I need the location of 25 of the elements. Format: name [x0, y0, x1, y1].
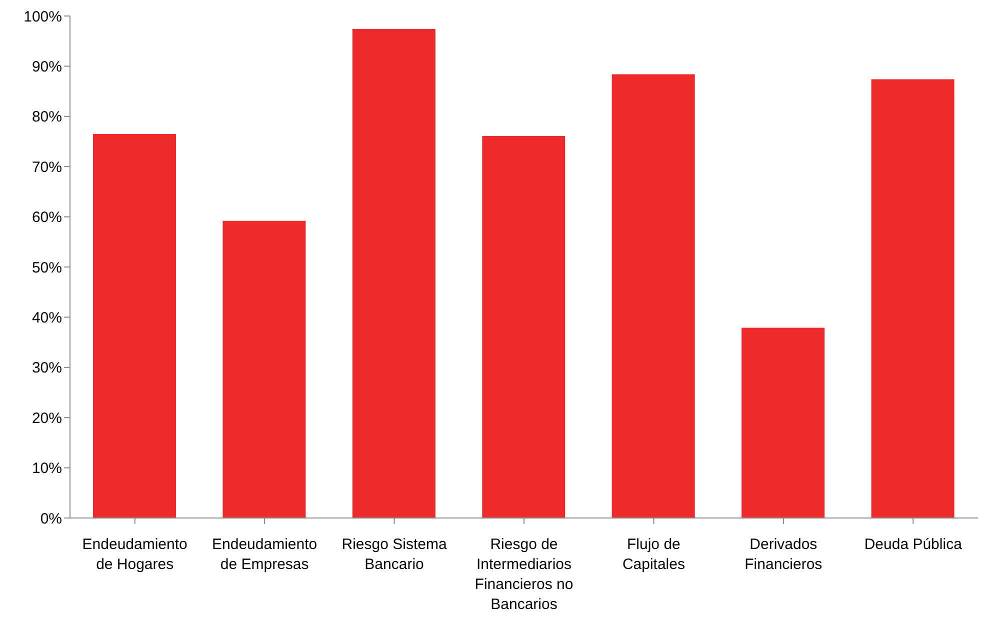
bar	[222, 220, 306, 518]
y-tick-label: 100%	[24, 8, 62, 26]
y-tick-label: 0%	[40, 510, 62, 528]
y-tick-label: 50%	[32, 259, 62, 276]
x-tick-label: Riesgo Sistema Bancario	[342, 536, 448, 573]
y-tick-label: 70%	[32, 158, 62, 176]
x-tick-label: Derivados Financieros	[744, 536, 822, 573]
y-tick-label: 10%	[32, 460, 62, 478]
x-tick-label: Deuda Pública	[864, 536, 963, 553]
x-tick-label: Riesgo de Intermediarios Financieros no Bancarios	[474, 536, 574, 613]
bar	[871, 79, 954, 518]
x-tick-label: Flujo de Capitales	[622, 536, 685, 573]
bar	[742, 328, 825, 518]
y-tick-label: 30%	[32, 360, 62, 377]
bar	[352, 29, 436, 518]
x-tick-label: Endeudamiento de Hogares	[82, 536, 188, 573]
y-tick-label: 90%	[32, 58, 62, 76]
bar	[482, 136, 566, 518]
y-tick-label: 40%	[32, 310, 62, 327]
bar	[612, 74, 695, 518]
x-tick-label: Endeudamiento de Empresas	[212, 536, 318, 573]
y-tick-label: 60%	[32, 209, 62, 226]
bar	[93, 134, 176, 518]
y-tick-label: 80%	[32, 108, 62, 126]
y-tick-label: 20%	[32, 410, 62, 427]
